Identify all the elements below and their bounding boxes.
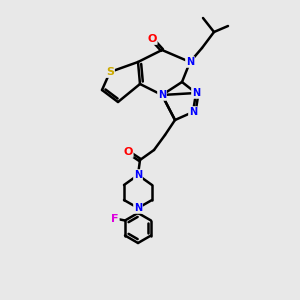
Text: N: N xyxy=(189,107,197,117)
Text: O: O xyxy=(123,147,133,157)
Text: S: S xyxy=(106,67,114,77)
Text: N: N xyxy=(192,88,200,98)
Text: N: N xyxy=(158,90,166,100)
Text: F: F xyxy=(111,214,119,224)
Text: N: N xyxy=(134,203,142,213)
Text: N: N xyxy=(134,170,142,180)
Text: N: N xyxy=(186,57,194,67)
Text: O: O xyxy=(147,34,157,44)
